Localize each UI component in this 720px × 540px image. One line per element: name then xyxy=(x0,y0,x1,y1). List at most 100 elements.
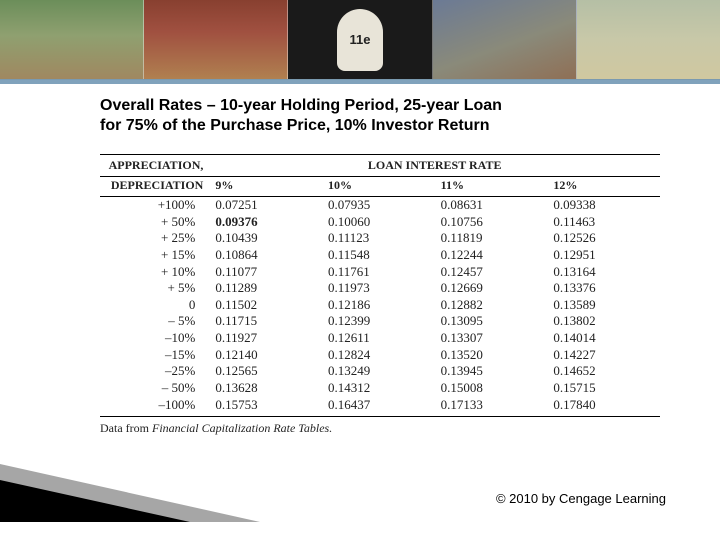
table-cell: 0.13307 xyxy=(435,330,548,347)
table-footnote: Data from Financial Capitalization Rate … xyxy=(100,421,684,436)
table-cell: 0.12526 xyxy=(547,230,660,247)
table-row: + 10%0.110770.117610.124570.13164 xyxy=(100,264,660,281)
table-cell: 0.13095 xyxy=(435,313,548,330)
table-cell: 0.10060 xyxy=(322,214,435,231)
table-cell: 0.12882 xyxy=(435,297,548,314)
row-category: +100% xyxy=(100,197,209,214)
row-header-top: APPRECIATION, xyxy=(100,155,209,177)
table-cell: 0.11123 xyxy=(322,230,435,247)
table-cell: 0.11819 xyxy=(435,230,548,247)
footnote-prefix: Data from xyxy=(100,421,152,435)
table-cell: 0.14227 xyxy=(547,347,660,364)
table-cell: 0.12140 xyxy=(209,347,322,364)
table-cell: 0.11715 xyxy=(209,313,322,330)
row-category: + 5% xyxy=(100,280,209,297)
table-cell: 0.12824 xyxy=(322,347,435,364)
table-row: + 5%0.112890.119730.126690.13376 xyxy=(100,280,660,297)
table-row: +100%0.072510.079350.086310.09338 xyxy=(100,197,660,214)
table-cell: 0.11502 xyxy=(209,297,322,314)
row-category: –15% xyxy=(100,347,209,364)
rates-table: APPRECIATION, LOAN INTEREST RATE DEPRECI… xyxy=(100,154,660,417)
table-cell: 0.11761 xyxy=(322,264,435,281)
row-category: + 10% xyxy=(100,264,209,281)
edition-keyhole-icon: 11e xyxy=(337,9,383,71)
row-category: – 5% xyxy=(100,313,209,330)
table-cell: 0.11289 xyxy=(209,280,322,297)
table-cell: 0.09376 xyxy=(209,214,322,231)
table-cell: 0.12951 xyxy=(547,247,660,264)
row-category: –10% xyxy=(100,330,209,347)
table-cell: 0.15008 xyxy=(435,380,548,397)
table-cell: 0.14652 xyxy=(547,363,660,380)
table-cell: 0.15715 xyxy=(547,380,660,397)
table-cell: 0.12244 xyxy=(435,247,548,264)
table-cell: 0.16437 xyxy=(322,397,435,417)
table-row: –25%0.125650.132490.139450.14652 xyxy=(100,363,660,380)
table-row: + 25%0.104390.111230.118190.12526 xyxy=(100,230,660,247)
banner-photo-4 xyxy=(433,0,577,79)
table-row: –10%0.119270.126110.133070.14014 xyxy=(100,330,660,347)
row-category: + 25% xyxy=(100,230,209,247)
row-category: + 15% xyxy=(100,247,209,264)
table-cell: 0.12457 xyxy=(435,264,548,281)
col-header: 9% xyxy=(209,177,322,197)
top-photo-banner: 11e xyxy=(0,0,720,80)
table-cell: 0.11927 xyxy=(209,330,322,347)
table-cell: 0.17133 xyxy=(435,397,548,417)
table-cell: 0.13802 xyxy=(547,313,660,330)
table-cell: 0.13628 xyxy=(209,380,322,397)
row-category: –100% xyxy=(100,397,209,417)
table-cell: 0.14312 xyxy=(322,380,435,397)
table-cell: 0.11548 xyxy=(322,247,435,264)
table-cell: 0.15753 xyxy=(209,397,322,417)
table-cell: 0.12186 xyxy=(322,297,435,314)
row-category: –25% xyxy=(100,363,209,380)
table-row: – 50%0.136280.143120.150080.15715 xyxy=(100,380,660,397)
row-category: 0 xyxy=(100,297,209,314)
table-header-row-1: APPRECIATION, LOAN INTEREST RATE xyxy=(100,155,660,177)
table-cell: 0.13376 xyxy=(547,280,660,297)
table-cell: 0.11973 xyxy=(322,280,435,297)
table-cell: 0.11077 xyxy=(209,264,322,281)
table-cell: 0.12669 xyxy=(435,280,548,297)
table-cell: 0.12399 xyxy=(322,313,435,330)
table-cell: 0.14014 xyxy=(547,330,660,347)
col-header: 11% xyxy=(435,177,548,197)
table-row: + 15%0.108640.115480.122440.12951 xyxy=(100,247,660,264)
table-row: –100%0.157530.164370.171330.17840 xyxy=(100,397,660,417)
table-cell: 0.13589 xyxy=(547,297,660,314)
table-cell: 0.07935 xyxy=(322,197,435,214)
table-cell: 0.08631 xyxy=(435,197,548,214)
row-category: + 50% xyxy=(100,214,209,231)
table-cell: 0.07251 xyxy=(209,197,322,214)
table-cell: 0.12565 xyxy=(209,363,322,380)
table-row: – 5%0.117150.123990.130950.13802 xyxy=(100,313,660,330)
row-category: – 50% xyxy=(100,380,209,397)
row-header-bottom: DEPRECIATION xyxy=(100,177,209,197)
table-cell: 0.17840 xyxy=(547,397,660,417)
table-row: –15%0.121400.128240.135200.14227 xyxy=(100,347,660,364)
table-row: + 50%0.093760.100600.107560.11463 xyxy=(100,214,660,231)
table-cell: 0.13945 xyxy=(435,363,548,380)
banner-photo-2 xyxy=(144,0,288,79)
table-header-row-2: DEPRECIATION 9% 10% 11% 12% xyxy=(100,177,660,197)
slide-title: Overall Rates – 10-year Holding Period, … xyxy=(100,96,520,136)
banner-logo-panel: 11e xyxy=(288,0,432,79)
edition-label: 11e xyxy=(350,32,371,47)
footnote-source: Financial Capitalization Rate Tables. xyxy=(152,421,332,435)
col-header: 10% xyxy=(322,177,435,197)
table-cell: 0.12611 xyxy=(322,330,435,347)
table-cell: 0.13520 xyxy=(435,347,548,364)
table-cell: 0.10756 xyxy=(435,214,548,231)
decorative-wedge xyxy=(0,480,190,522)
table-cell: 0.09338 xyxy=(547,197,660,214)
copyright-text: © 2010 by Cengage Learning xyxy=(496,491,666,506)
table-row: 00.115020.121860.128820.13589 xyxy=(100,297,660,314)
col-group-label: LOAN INTEREST RATE xyxy=(209,155,660,177)
table-cell: 0.11463 xyxy=(547,214,660,231)
banner-photo-5 xyxy=(577,0,720,79)
banner-photo-1 xyxy=(0,0,144,79)
col-header: 12% xyxy=(547,177,660,197)
rates-table-wrap: APPRECIATION, LOAN INTEREST RATE DEPRECI… xyxy=(100,154,684,436)
table-cell: 0.10439 xyxy=(209,230,322,247)
